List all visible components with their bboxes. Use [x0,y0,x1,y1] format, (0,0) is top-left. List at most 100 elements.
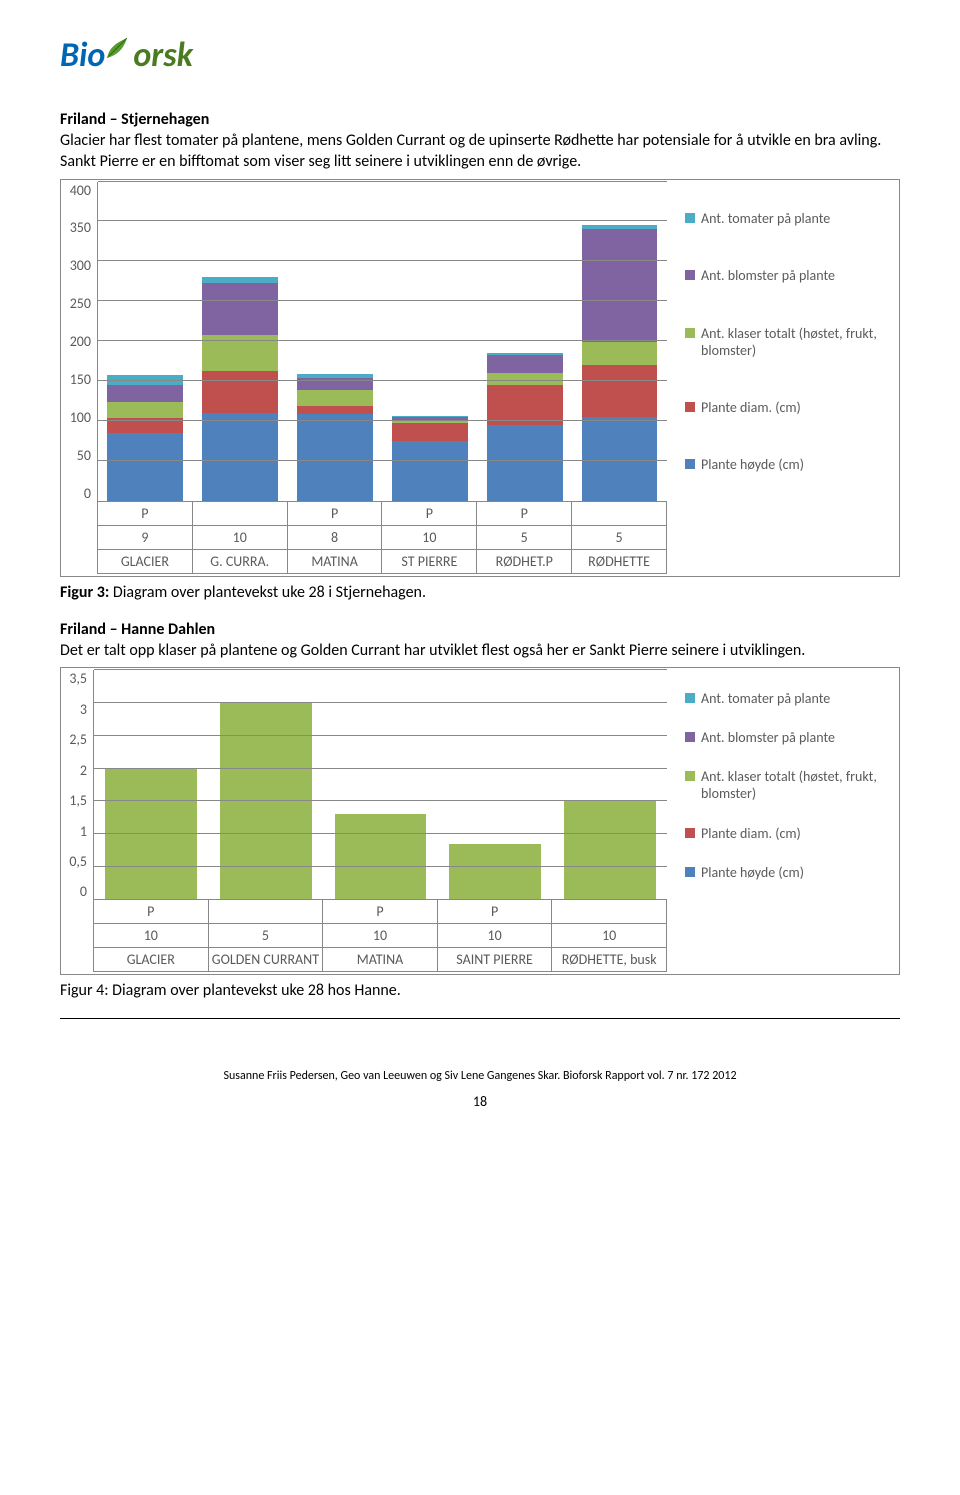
chart1-yaxis: 400350300250200150100500 [63,182,97,502]
chart1-xlabel: 8 [287,526,382,550]
chart2-ytick: 2 [80,762,87,779]
chart1-xlabel: 9 [97,526,192,550]
legend-swatch [685,828,695,838]
legend-swatch [685,459,695,469]
chart1-xlabel [571,502,667,526]
chart2-legend: Ant. tomater på plante Ant. blomster på p… [667,670,897,900]
figure4-caption: Figur 4: Diagram over plantevekst uke 28… [60,981,900,1000]
chart1-ytick: 300 [70,257,91,274]
chart2-legend-item: Plante høyde (cm) [685,864,893,881]
chart2-ytick: 1 [80,823,87,840]
chart2-ytick: 0 [80,883,87,900]
chart1-xlabel: 5 [476,526,571,550]
chart2-legend-item: Ant. blomster på plante [685,729,893,746]
legend-label: Ant. klaser totalt (høstet, frukt, bloms… [701,768,893,802]
footer-line [60,1018,900,1019]
chart2-xlabel: P [437,900,552,924]
logo: Bio orsk [60,30,220,80]
chart1-xlabel: P [476,502,571,526]
chart2-ytick: 3 [80,701,87,718]
chart1-xlabel: GLACIER [97,550,192,574]
chart1-ytick: 150 [70,371,91,388]
logo-orsk: orsk [133,35,193,76]
chart2-ytick: 1,5 [69,792,87,809]
chart1-xlabel: RØDHETTE [571,550,667,574]
chart2-xlabel: P [322,900,437,924]
chart2-xlabel: GOLDEN CURRANT [208,948,323,972]
chart2-xaxis: PPP105101010GLACIERGOLDEN CURRANTMATINAS… [93,900,667,972]
legend-label: Ant. blomster på plante [701,729,835,746]
legend-swatch [685,771,695,781]
legend-label: Ant. tomater på plante [701,690,830,707]
chart2-xlabel: 10 [322,924,437,948]
chart1-ytick: 200 [70,333,91,350]
chart2-xlabel: 10 [93,924,208,948]
page-number: 18 [60,1093,900,1110]
chart1-legend-item: Ant. klaser totalt (høstet, frukt, bloms… [685,325,893,359]
chart2-xlabel [551,900,667,924]
chart1-ytick: 350 [70,219,91,236]
figure3-caption: Figur 3: Diagram over plantevekst uke 28… [60,583,900,602]
chart1-xlabel: 10 [381,526,476,550]
chart1-ytick: 250 [70,295,91,312]
legend-label: Plante diam. (cm) [701,399,801,416]
chart2-plot [93,670,667,900]
legend-label: Plante høyde (cm) [701,456,804,473]
figure3-text: Diagram over plantevekst uke 28 i Stjern… [109,583,426,602]
chart1: 400350300250200150100500 Ant. tomater på… [60,179,900,577]
legend-swatch [685,402,695,412]
chart2-xlabel: SAINT PIERRE [437,948,552,972]
legend-label: Plante høyde (cm) [701,864,804,881]
chart2-xlabel [208,900,323,924]
chart1-xlabel: P [287,502,382,526]
chart1-plot [97,182,667,502]
legend-swatch [685,867,695,877]
chart1-bar [477,182,572,501]
chart1-bar [572,182,667,501]
legend-swatch [685,328,695,338]
chart2-xlabel: GLACIER [93,948,208,972]
section2-text: Det er talt opp klaser på plantene og Go… [60,641,900,662]
section1-heading: Friland – Stjernehagen [60,110,900,129]
chart1-xlabel: P [97,502,192,526]
leaf-icon [103,36,129,62]
chart1-legend-item: Plante diam. (cm) [685,399,893,416]
legend-swatch [685,693,695,703]
section1-text: Glacier har flest tomater på plantene, m… [60,131,900,173]
chart2-xlabel: RØDHETTE, busk [551,948,667,972]
footer-text: Susanne Friis Pedersen, Geo van Leeuwen … [60,1069,900,1083]
chart1-legend-item: Plante høyde (cm) [685,456,893,473]
legend-swatch [685,213,695,223]
legend-label: Ant. blomster på plante [701,267,835,284]
legend-label: Plante diam. (cm) [701,825,801,842]
figure3-label: Figur 3: [60,583,109,602]
chart2-xlabel: 10 [551,924,667,948]
chart2-yaxis: 3,5 3 2,5 2 1,5 1 0,5 0 [63,670,93,900]
legend-swatch [685,732,695,742]
legend-label: Ant. tomater på plante [701,210,830,227]
chart2-legend-item: Ant. klaser totalt (høstet, frukt, bloms… [685,768,893,802]
chart1-bar [288,182,383,501]
chart1-xlabel: MATINA [287,550,382,574]
chart1-xlabel: RØDHET.P [476,550,571,574]
chart1-xlabel: G. CURRA. [192,550,287,574]
chart1-ytick: 100 [70,409,91,426]
chart1-xlabel: P [381,502,476,526]
logo-bio: Bio [60,35,105,76]
chart1-xlabel: 5 [571,526,667,550]
chart1-legend-item: Ant. blomster på plante [685,267,893,284]
chart1-ytick: 400 [70,182,91,199]
legend-label: Ant. klaser totalt (høstet, frukt, bloms… [701,325,893,359]
chart1-xaxis: PPPP91081055GLACIERG. CURRA.MATINAST PIE… [97,502,667,574]
chart1-xlabel: 10 [192,526,287,550]
chart2-ytick: 3,5 [69,670,87,687]
chart2-legend-item: Ant. tomater på plante [685,690,893,707]
chart1-xlabel [192,502,287,526]
chart2-ytick: 0,5 [69,853,87,870]
chart1-legend-item: Ant. tomater på plante [685,210,893,227]
chart2-xlabel: MATINA [322,948,437,972]
chart2-ytick: 2,5 [69,731,87,748]
chart1-bar [98,182,193,501]
chart1-legend: Ant. tomater på plante Ant. blomster på p… [667,182,897,502]
chart2-xlabel: 10 [437,924,552,948]
